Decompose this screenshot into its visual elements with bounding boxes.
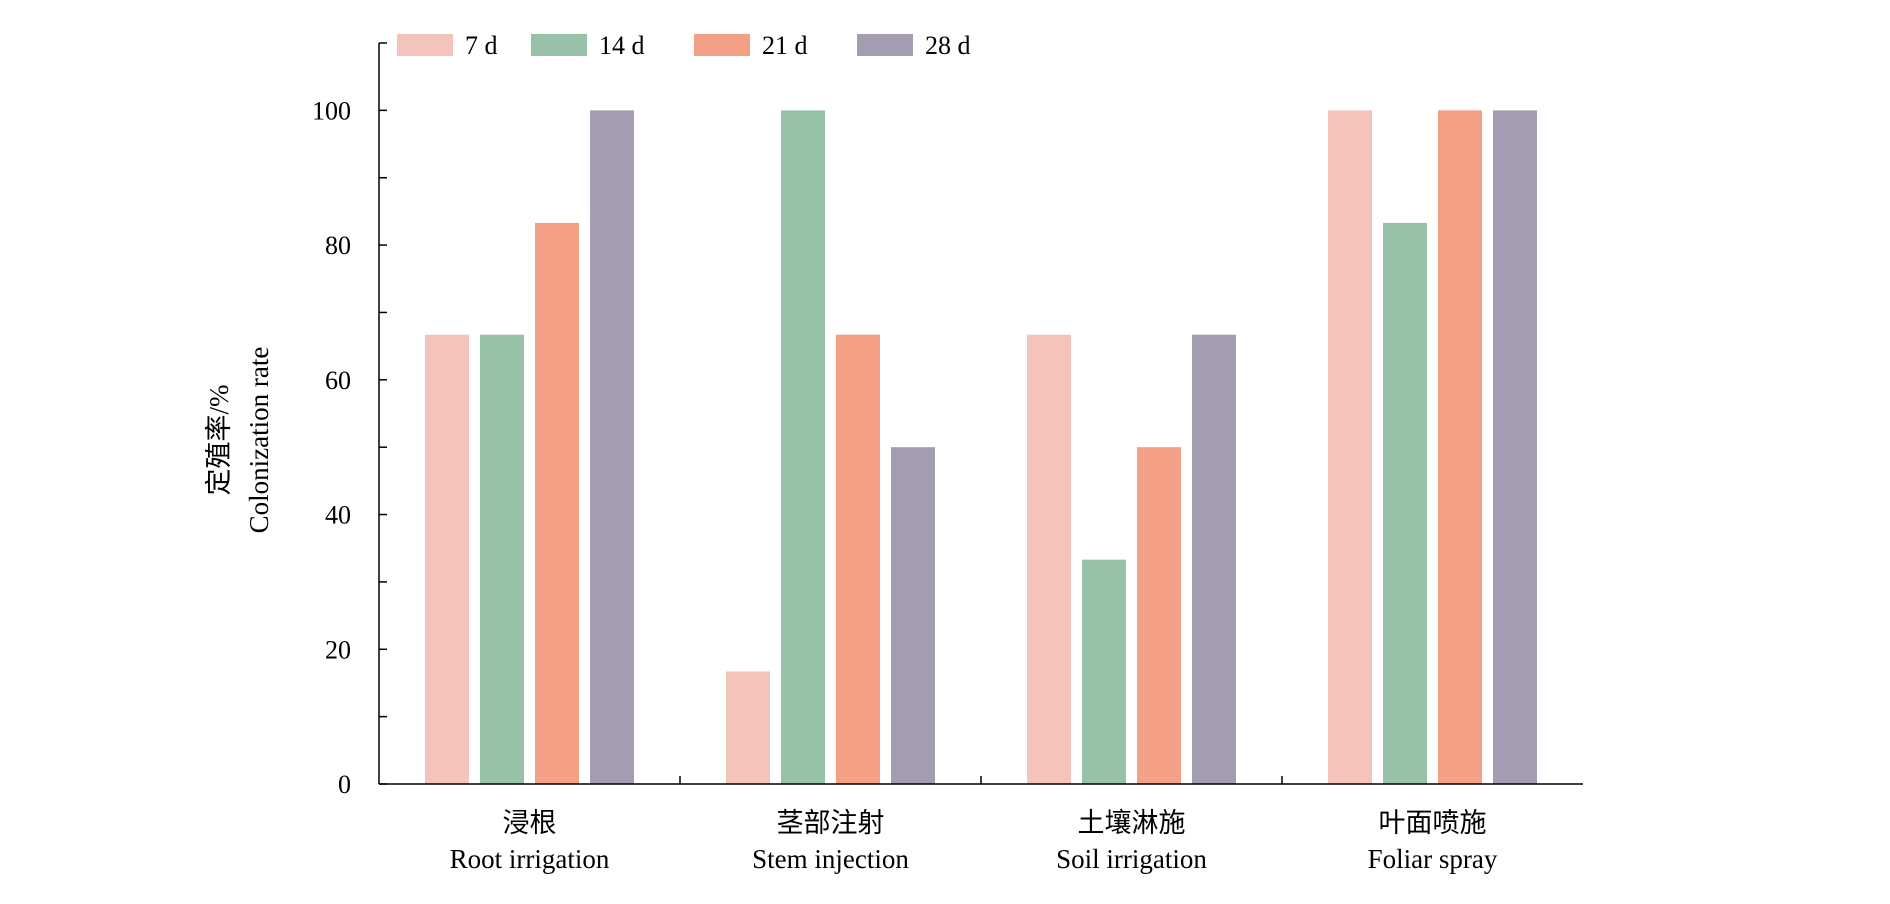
y-tick-label: 60 <box>325 366 351 395</box>
x-category-label-cn: 茎部注射 <box>777 808 885 838</box>
bar-14d-cat3 <box>1383 222 1427 785</box>
legend-swatch-28d <box>857 34 913 56</box>
bar-28d-cat0 <box>590 110 634 784</box>
legend-label: 7 d <box>465 31 498 60</box>
bar-21d-cat0 <box>535 222 579 785</box>
x-category-label-en: Root irrigation <box>450 844 610 874</box>
y-axis-label-cn: 定殖率/% <box>204 385 234 496</box>
legend-label: 21 d <box>762 31 808 60</box>
legend-swatch-21d <box>694 34 750 56</box>
legend-label: 28 d <box>925 31 971 60</box>
bar-28d-cat2 <box>1192 334 1236 784</box>
bars <box>425 110 1537 785</box>
x-category-label-cn: 叶面喷施 <box>1379 808 1487 838</box>
legend-swatch-14d <box>531 34 587 56</box>
legend-swatch-7d <box>397 34 453 56</box>
bar-28d-cat1 <box>891 447 935 784</box>
axes: 0 20 40 60 80 100 浸根 Root irrigation 茎部注射 Stem in… <box>312 42 1583 874</box>
bar-7d-cat3 <box>1328 110 1372 784</box>
x-category-label-cn: 土壤淋施 <box>1078 808 1186 838</box>
bar-21d-cat1 <box>836 334 880 784</box>
y-tick-label: 20 <box>325 635 351 664</box>
x-category-label-en: Foliar spray <box>1368 844 1498 874</box>
x-category-label-cn: 浸根 <box>503 808 557 838</box>
y-tick-label: 100 <box>312 96 351 125</box>
y-tick-label: 0 <box>338 770 351 799</box>
bar-14d-cat0 <box>480 334 524 784</box>
legend: 7 d 14 d 21 d 28 d <box>397 31 971 60</box>
bar-7d-cat2 <box>1027 334 1071 784</box>
bar-14d-cat2 <box>1082 559 1126 784</box>
x-category-label-en: Soil irrigation <box>1056 844 1207 874</box>
legend-label: 14 d <box>599 31 645 60</box>
bar-21d-cat3 <box>1438 110 1482 784</box>
y-tick-label: 80 <box>325 231 351 260</box>
bar-28d-cat3 <box>1493 110 1537 784</box>
y-axis-label-en: Colonization rate <box>244 347 274 534</box>
bar-14d-cat1 <box>781 110 825 784</box>
bar-7d-cat0 <box>425 334 469 784</box>
bar-21d-cat2 <box>1137 447 1181 784</box>
y-tick-label: 40 <box>325 501 351 530</box>
x-category-label-en: Stem injection <box>752 844 909 874</box>
bar-7d-cat1 <box>726 671 770 784</box>
